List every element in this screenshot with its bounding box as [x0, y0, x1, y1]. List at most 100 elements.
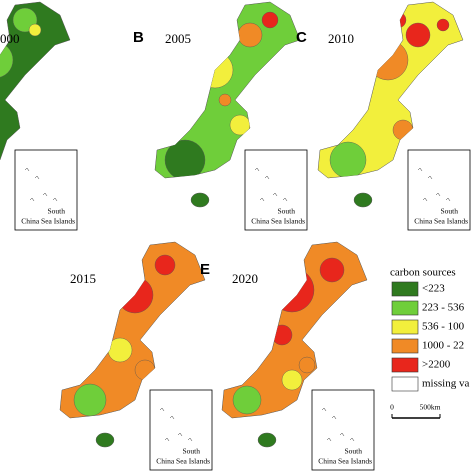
inset-box: [149, 389, 213, 471]
panel-year: 2020: [232, 271, 258, 286]
province: [261, 11, 279, 29]
island: [34, 175, 40, 180]
scale-end: 500km: [420, 403, 441, 412]
island: [259, 197, 265, 202]
legend-title: carbon sources: [390, 267, 456, 279]
panel-letter: E: [200, 261, 210, 278]
legend-label: >2200: [422, 359, 451, 371]
island: [272, 192, 278, 197]
province: [405, 22, 431, 48]
province: [116, 276, 154, 314]
island: [321, 407, 327, 412]
province: [0, 41, 14, 79]
inset-label: China Sea Islands: [21, 217, 75, 226]
legend-swatch: [391, 281, 419, 297]
island: [331, 415, 337, 420]
province: [107, 337, 133, 363]
province-base: [154, 1, 301, 179]
province: [229, 114, 251, 136]
inset-box: [14, 149, 78, 231]
province-base: [0, 1, 71, 161]
inset-label: South: [47, 207, 65, 216]
province: [436, 18, 450, 32]
legend-swatch: [391, 300, 419, 316]
province: [237, 22, 263, 48]
inset-label: South: [277, 207, 295, 216]
inset-label: South: [344, 447, 362, 456]
province: [298, 356, 316, 374]
province: [218, 93, 232, 107]
legend-swatch: [391, 338, 419, 354]
scale-start: 0: [390, 403, 394, 412]
province: [281, 369, 303, 391]
province: [164, 139, 206, 178]
island: [349, 437, 355, 442]
inset-box: [311, 389, 375, 471]
island: [187, 437, 193, 442]
panel-year: 000: [0, 31, 20, 46]
hainan: [257, 432, 277, 448]
panel-letter: B: [133, 29, 144, 46]
island: [422, 197, 428, 202]
province: [392, 119, 414, 141]
island: [326, 437, 332, 442]
island: [42, 192, 48, 197]
legend-swatch: [391, 376, 419, 392]
province: [367, 39, 409, 81]
inset-label: South: [182, 447, 200, 456]
province: [154, 254, 176, 276]
island: [177, 432, 183, 437]
island: [282, 197, 288, 202]
inset-label: China Sea Islands: [156, 457, 210, 466]
province-base: [221, 241, 368, 419]
province: [196, 51, 234, 89]
island: [445, 197, 451, 202]
legend-swatch: [391, 319, 419, 335]
inset-box: [244, 149, 308, 231]
legend-label: <223: [422, 283, 445, 295]
legend-label: 223 - 536: [422, 302, 465, 314]
legend-label: missing va: [422, 378, 469, 390]
island: [52, 197, 58, 202]
panel-year: 2005: [165, 31, 191, 46]
island: [169, 415, 175, 420]
island: [427, 175, 433, 180]
island: [29, 197, 35, 202]
legend-label: 536 - 100: [422, 321, 465, 333]
province: [389, 11, 407, 29]
legend-items: <223 223 - 536 536 - 100 1000 - 22 >2200 miss…: [391, 281, 469, 392]
province-base: [59, 241, 206, 419]
hainan: [353, 192, 373, 208]
province: [134, 359, 156, 381]
province: [232, 385, 262, 415]
province: [271, 324, 293, 346]
province: [319, 257, 345, 283]
island: [339, 432, 345, 437]
province-base: [317, 1, 464, 179]
province: [73, 383, 107, 417]
legend-label: 1000 - 22: [422, 340, 464, 352]
island: [417, 167, 423, 172]
island: [254, 167, 260, 172]
province: [329, 141, 367, 178]
hainan: [95, 432, 115, 448]
province: [96, 321, 114, 339]
legend-swatch: [391, 357, 419, 373]
province-group: [0, 7, 42, 79]
inset-label: China Sea Islands: [318, 457, 372, 466]
panel-year: 2015: [70, 271, 96, 286]
legend: carbon sources <223 223 - 536 536 - 100 100…: [390, 267, 469, 419]
panel-letter: C: [296, 29, 307, 46]
island: [264, 175, 270, 180]
hainan: [190, 192, 210, 208]
inset-label: China Sea Islands: [414, 217, 468, 226]
inset-box: [407, 149, 471, 231]
panel-year: 2010: [328, 31, 354, 46]
